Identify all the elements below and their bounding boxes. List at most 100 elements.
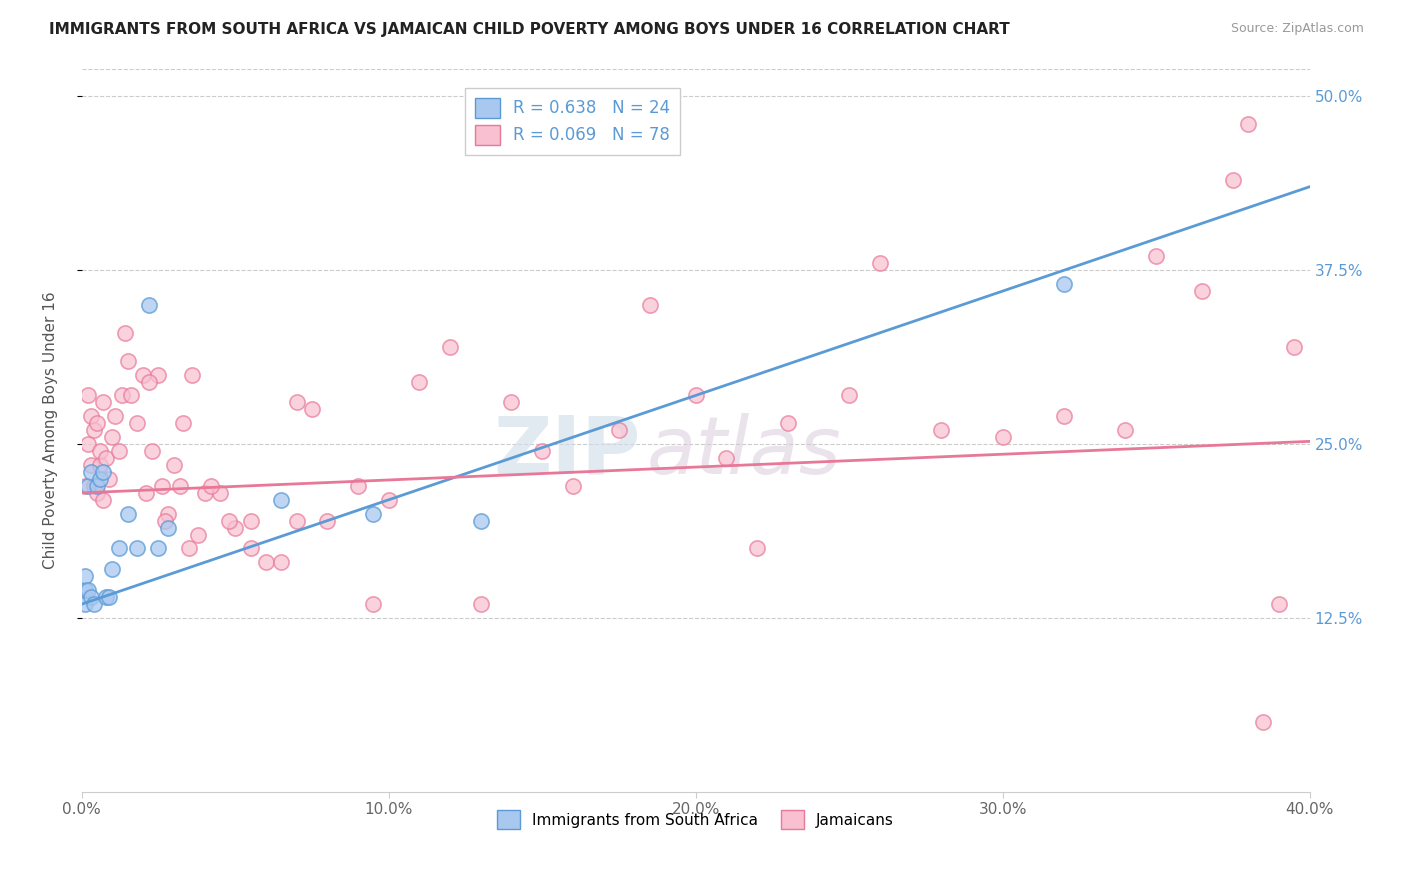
Point bbox=[1282, 340, 1305, 354]
Point bbox=[135, 486, 157, 500]
Point bbox=[301, 402, 323, 417]
Point bbox=[107, 541, 129, 556]
Y-axis label: Child Poverty Among Boys Under 16: Child Poverty Among Boys Under 16 bbox=[44, 292, 58, 569]
Point bbox=[270, 556, 292, 570]
Point bbox=[73, 597, 96, 611]
Point bbox=[776, 417, 799, 431]
Point bbox=[285, 514, 308, 528]
Point bbox=[685, 388, 707, 402]
Point bbox=[89, 444, 111, 458]
Point bbox=[138, 298, 160, 312]
Point bbox=[86, 417, 108, 431]
Text: ZIP: ZIP bbox=[494, 413, 640, 491]
Point bbox=[187, 527, 209, 541]
Point bbox=[91, 465, 114, 479]
Point bbox=[138, 375, 160, 389]
Point bbox=[1053, 277, 1076, 292]
Point bbox=[218, 514, 240, 528]
Point bbox=[153, 514, 176, 528]
Point bbox=[181, 368, 204, 382]
Point bbox=[96, 590, 118, 604]
Point bbox=[73, 479, 96, 493]
Point bbox=[117, 507, 139, 521]
Point bbox=[73, 583, 96, 598]
Point bbox=[1268, 597, 1291, 611]
Text: IMMIGRANTS FROM SOUTH AFRICA VS JAMAICAN CHILD POVERTY AMONG BOYS UNDER 16 CORRE: IMMIGRANTS FROM SOUTH AFRICA VS JAMAICAN… bbox=[49, 22, 1010, 37]
Point bbox=[1053, 409, 1076, 424]
Point bbox=[91, 492, 114, 507]
Point bbox=[316, 514, 339, 528]
Text: Source: ZipAtlas.com: Source: ZipAtlas.com bbox=[1230, 22, 1364, 36]
Point bbox=[76, 479, 98, 493]
Point bbox=[347, 479, 370, 493]
Point bbox=[1237, 117, 1260, 131]
Point bbox=[104, 409, 127, 424]
Point bbox=[80, 458, 103, 472]
Point bbox=[239, 514, 262, 528]
Point bbox=[89, 458, 111, 472]
Point bbox=[224, 521, 246, 535]
Point bbox=[270, 492, 292, 507]
Point bbox=[80, 409, 103, 424]
Point bbox=[101, 430, 124, 444]
Point bbox=[838, 388, 860, 402]
Point bbox=[107, 444, 129, 458]
Point bbox=[98, 472, 121, 486]
Point bbox=[716, 451, 738, 466]
Point bbox=[101, 562, 124, 576]
Point bbox=[239, 541, 262, 556]
Point bbox=[117, 353, 139, 368]
Point bbox=[561, 479, 583, 493]
Point bbox=[156, 507, 179, 521]
Point bbox=[991, 430, 1014, 444]
Point bbox=[254, 556, 277, 570]
Point bbox=[1253, 715, 1275, 730]
Point bbox=[125, 541, 148, 556]
Point bbox=[89, 472, 111, 486]
Point bbox=[114, 326, 136, 340]
Point bbox=[501, 395, 523, 409]
Point bbox=[148, 368, 170, 382]
Point bbox=[745, 541, 768, 556]
Point bbox=[163, 458, 186, 472]
Point bbox=[929, 423, 952, 437]
Point bbox=[73, 569, 96, 583]
Point bbox=[363, 597, 385, 611]
Point bbox=[148, 541, 170, 556]
Point bbox=[91, 395, 114, 409]
Point bbox=[1144, 249, 1167, 263]
Point bbox=[125, 417, 148, 431]
Point bbox=[76, 437, 98, 451]
Point bbox=[377, 492, 399, 507]
Point bbox=[150, 479, 173, 493]
Legend: Immigrants from South Africa, Jamaicans: Immigrants from South Africa, Jamaicans bbox=[491, 804, 900, 835]
Point bbox=[363, 507, 385, 521]
Point bbox=[1191, 284, 1213, 298]
Point bbox=[638, 298, 661, 312]
Point bbox=[285, 395, 308, 409]
Point bbox=[80, 465, 103, 479]
Point bbox=[470, 597, 492, 611]
Point bbox=[83, 597, 105, 611]
Point bbox=[96, 451, 118, 466]
Point bbox=[1114, 423, 1136, 437]
Point bbox=[193, 486, 215, 500]
Point bbox=[86, 479, 108, 493]
Point bbox=[120, 388, 142, 402]
Text: atlas: atlas bbox=[647, 413, 841, 491]
Point bbox=[111, 388, 134, 402]
Point bbox=[172, 417, 194, 431]
Point bbox=[76, 583, 98, 598]
Point bbox=[1222, 173, 1244, 187]
Point bbox=[83, 423, 105, 437]
Point bbox=[208, 486, 231, 500]
Point bbox=[80, 590, 103, 604]
Point bbox=[869, 256, 891, 270]
Point bbox=[132, 368, 155, 382]
Point bbox=[408, 375, 430, 389]
Point bbox=[169, 479, 191, 493]
Point bbox=[470, 514, 492, 528]
Point bbox=[200, 479, 222, 493]
Point bbox=[439, 340, 461, 354]
Point bbox=[83, 479, 105, 493]
